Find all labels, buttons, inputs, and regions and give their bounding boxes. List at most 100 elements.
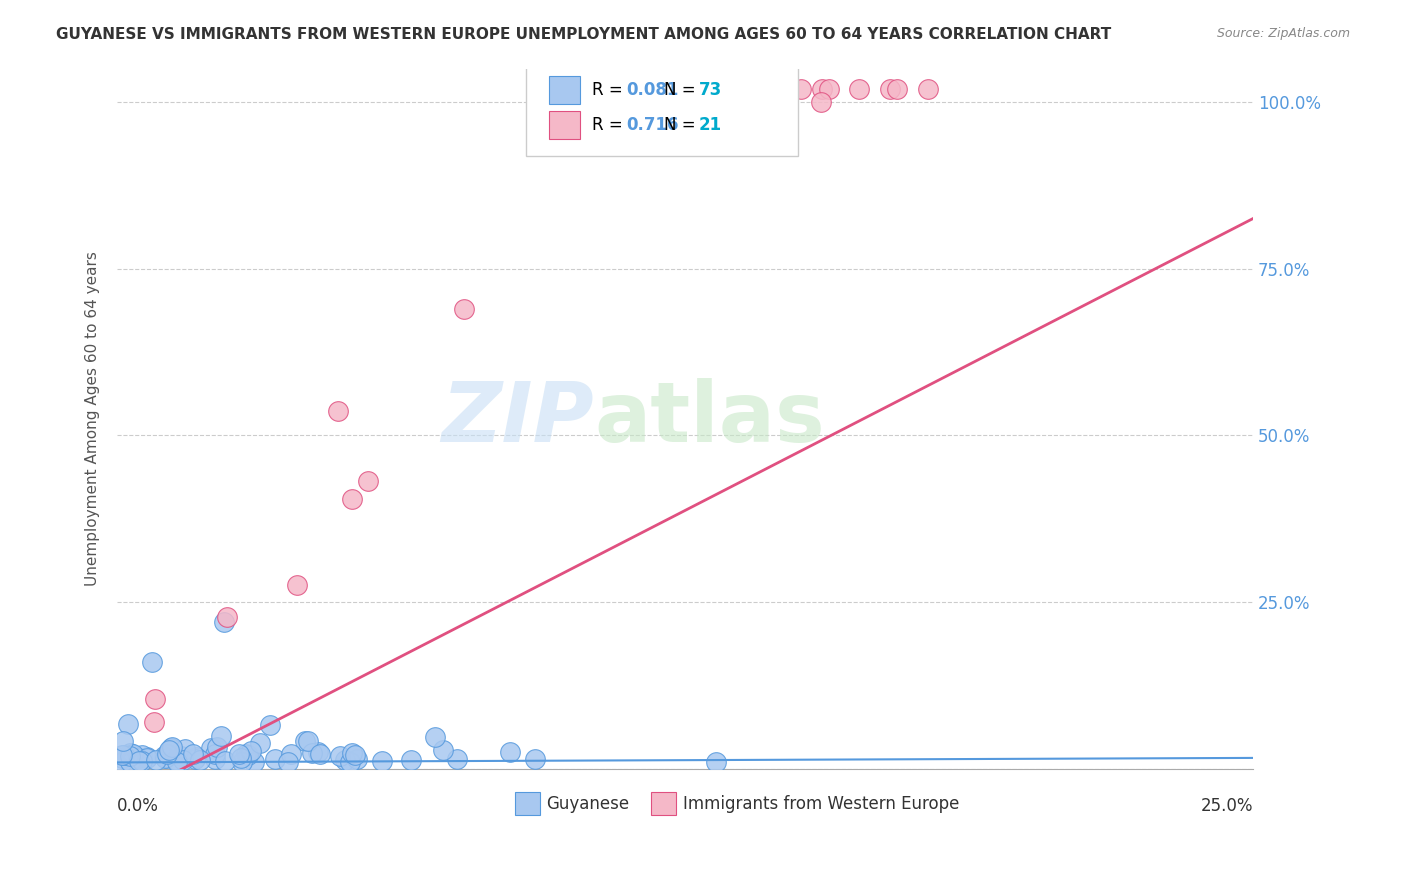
Text: 0.716: 0.716 [626, 116, 678, 134]
Point [159, 741, 181, 756]
Point [214, 754, 236, 768]
Point [335, 753, 357, 767]
Point [917, 81, 939, 95]
Point [886, 81, 908, 95]
Point [446, 752, 468, 766]
Point [735, 81, 758, 95]
Point [143, 691, 166, 706]
Point [704, 755, 727, 769]
Point [155, 751, 177, 765]
FancyBboxPatch shape [515, 792, 540, 814]
Point [111, 734, 134, 748]
Text: 0.0%: 0.0% [117, 797, 159, 815]
Text: Source: ZipAtlas.com: Source: ZipAtlas.com [1216, 27, 1350, 40]
Point [172, 753, 194, 767]
Point [285, 578, 308, 592]
Point [157, 747, 180, 761]
Point [280, 747, 302, 761]
Point [643, 133, 665, 147]
Point [236, 747, 259, 762]
Point [263, 752, 285, 766]
Point [277, 755, 299, 769]
Point [209, 730, 232, 744]
Point [131, 748, 153, 763]
Point [118, 747, 141, 761]
Point [136, 750, 159, 764]
Point [204, 747, 226, 761]
Point [243, 755, 266, 769]
Point [183, 751, 205, 765]
Point [131, 754, 153, 768]
Text: atlas: atlas [593, 378, 825, 459]
Text: Immigrants from Western Europe: Immigrants from Western Europe [683, 795, 959, 814]
Point [111, 747, 134, 762]
Point [143, 714, 166, 729]
Text: 21: 21 [699, 116, 721, 134]
Point [432, 742, 454, 756]
Point [141, 656, 163, 670]
Point [127, 751, 149, 765]
Point [357, 474, 380, 488]
Text: Guyanese: Guyanese [547, 795, 630, 814]
Point [297, 733, 319, 747]
Point [371, 754, 394, 768]
Point [153, 748, 176, 763]
Text: 25.0%: 25.0% [1201, 797, 1253, 815]
Point [329, 749, 352, 764]
Point [810, 95, 832, 109]
Point [706, 113, 728, 128]
Point [423, 730, 446, 744]
Point [761, 81, 783, 95]
Point [848, 81, 870, 95]
Point [160, 739, 183, 754]
Point [112, 748, 135, 763]
Point [249, 736, 271, 750]
Text: GUYANESE VS IMMIGRANTS FROM WESTERN EUROPE UNEMPLOYMENT AMONG AGES 60 TO 64 YEAR: GUYANESE VS IMMIGRANTS FROM WESTERN EURO… [56, 27, 1112, 42]
Point [453, 302, 475, 317]
Point [212, 615, 235, 630]
Point [235, 747, 257, 762]
Point [326, 404, 349, 418]
Point [169, 748, 191, 763]
Point [879, 81, 901, 95]
Point [346, 752, 368, 766]
Point [231, 755, 253, 769]
Point [136, 751, 159, 765]
Point [294, 734, 316, 748]
Point [204, 752, 226, 766]
Point [579, 120, 602, 134]
Point [117, 717, 139, 731]
Point [122, 747, 145, 761]
Point [157, 743, 180, 757]
Point [128, 754, 150, 768]
FancyBboxPatch shape [548, 76, 581, 103]
Point [340, 491, 363, 506]
Point [307, 745, 329, 759]
Point [207, 740, 229, 755]
Point [499, 745, 522, 759]
Point [156, 747, 179, 761]
Point [200, 741, 222, 756]
Text: 73: 73 [699, 80, 721, 98]
Text: ZIP: ZIP [441, 378, 593, 459]
Point [340, 746, 363, 760]
Point [110, 751, 132, 765]
Point [301, 746, 323, 760]
Point [811, 81, 834, 95]
Point [240, 744, 263, 758]
Point [818, 81, 841, 95]
Point [188, 753, 211, 767]
Point [118, 755, 141, 769]
Point [186, 749, 208, 764]
Point [523, 752, 546, 766]
Point [153, 751, 176, 765]
Text: N =: N = [665, 80, 702, 98]
Point [165, 754, 187, 768]
Text: R =: R = [592, 80, 627, 98]
Point [120, 749, 142, 764]
Point [308, 747, 330, 761]
Y-axis label: Unemployment Among Ages 60 to 64 years: Unemployment Among Ages 60 to 64 years [86, 252, 100, 586]
Point [228, 747, 250, 761]
Point [344, 747, 367, 762]
Point [259, 717, 281, 731]
